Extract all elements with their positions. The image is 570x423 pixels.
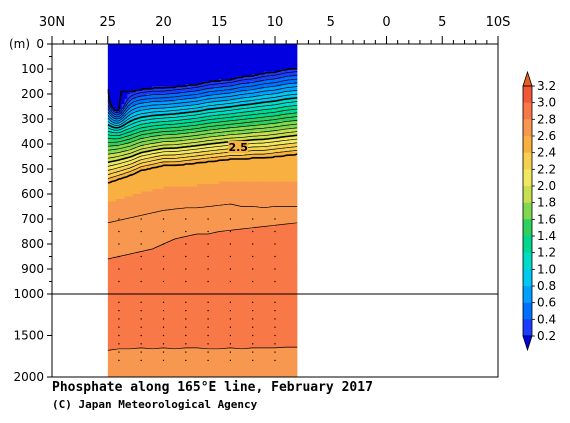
x-tick-label: 10S <box>486 15 511 30</box>
colorbar-label: 3.0 <box>537 96 556 110</box>
colorbar-label: 3.2 <box>537 79 556 93</box>
colorbar-segment <box>523 86 532 103</box>
x-tick-label: 25 <box>99 15 116 30</box>
colorbar-label: 1.4 <box>537 229 556 243</box>
colorbar-segment <box>523 152 532 170</box>
colorbar-segment <box>523 136 532 153</box>
colorbar-label: 1.6 <box>537 212 556 226</box>
colorbar-below-arrow <box>522 335 533 352</box>
contour-lines <box>107 67 298 351</box>
colorbar-label: 2.0 <box>537 179 556 193</box>
x-tick-label: 20 <box>155 15 172 30</box>
colorbar-label: 0.6 <box>537 296 556 310</box>
colorbar-segment <box>523 269 532 287</box>
y-tick-label: 800 <box>21 237 44 251</box>
colorbar-segment <box>523 286 532 303</box>
y-axis-unit: (m) <box>9 37 30 51</box>
y-tick-label: 500 <box>21 162 44 176</box>
colorbar-segment <box>523 319 532 337</box>
x-tick-label: 10 <box>267 15 284 30</box>
chart-credit: (C) Japan Meteorological Agency <box>52 398 258 411</box>
y-tick-label: 900 <box>21 262 44 276</box>
contour-label: 2.5 <box>228 141 248 154</box>
colorbar-segment <box>523 202 532 220</box>
colorbar-label: 2.2 <box>537 162 556 176</box>
y-tick-label: 300 <box>21 112 44 126</box>
colorbar-segment <box>523 236 532 253</box>
colorbar-label: 0.4 <box>537 312 556 326</box>
y-tick-label: 1000 <box>13 287 44 301</box>
colorbar-segment <box>523 252 532 270</box>
sample-points <box>118 218 276 361</box>
colorbar-label: 1.0 <box>537 262 556 276</box>
x-tick-label: 5 <box>327 15 335 30</box>
y-tick-label: 700 <box>21 212 44 226</box>
colorbar-label: 1.8 <box>537 196 556 210</box>
y-tick-label: 2000 <box>13 370 44 384</box>
y-tick-label: 0 <box>36 37 44 51</box>
x-tick-label: 5 <box>438 15 446 30</box>
contour-annotations: 2.5 <box>228 141 249 154</box>
y-tick-label: 100 <box>21 62 44 76</box>
colorbar-above-arrow <box>522 70 533 87</box>
colorbar-label: 0.8 <box>537 279 556 293</box>
y-tick-label: 600 <box>21 187 44 201</box>
y-tick-label: 400 <box>21 137 44 151</box>
section-fill <box>107 44 298 377</box>
colorbar-label: 2.8 <box>537 112 556 126</box>
colorbar-label: 1.2 <box>537 246 556 260</box>
x-tick-label: 15 <box>211 15 228 30</box>
colorbar-segment <box>523 102 532 120</box>
colorbar-segment <box>523 302 532 320</box>
colorbar: 0.2 0.4 0.6 0.8 1.0 1.2 1.4 1.6 1.8 2.0 2.2 2.4 2.6 2… <box>522 70 556 352</box>
chart-title: Phosphate along 165°E line, February 201… <box>52 380 373 395</box>
x-tick-label: 30N <box>39 15 65 30</box>
colorbar-segment <box>523 186 532 203</box>
y-tick-label: 200 <box>21 87 44 101</box>
colorbar-segment <box>523 219 532 237</box>
colorbar-segment <box>523 119 532 137</box>
y-tick-label: 1500 <box>13 329 44 343</box>
colorbar-label: 0.2 <box>537 329 556 343</box>
colorbar-segment <box>523 169 532 187</box>
y-axis: 0 100 200 300 400 500 600 700 800 900 1000 1500 2000 <box>13 37 52 384</box>
colorbar-label: 2.4 <box>537 146 556 160</box>
x-tick-label: 0 <box>382 15 390 30</box>
x-axis: 30N 25 20 15 10 5 0 5 10S <box>39 15 511 44</box>
colorbar-label: 2.6 <box>537 129 556 143</box>
